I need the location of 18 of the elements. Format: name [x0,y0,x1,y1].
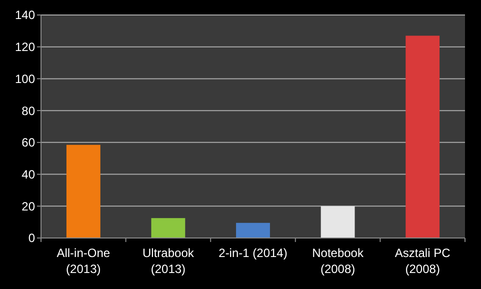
x-tick-label: All-in-One (2013) [56,246,110,276]
y-tick-label: 100 [14,72,36,86]
y-tick-label: 140 [14,8,36,22]
y-tick-label: 0 [28,231,36,246]
x-tick-label: 2-in-1 (2014) [218,246,288,260]
y-tick-label: 40 [22,167,36,182]
x-tick-label: Notebook (2008) [312,246,364,276]
bar [236,222,270,238]
y-tick-label: 60 [22,136,36,150]
x-tick-label: Asztali PC (2008) [394,246,451,276]
y-tick-label: 120 [14,40,36,54]
bar [320,206,355,238]
bar [151,218,186,238]
x-tick-label: Ultrabook (2013) [142,246,195,276]
y-tick-label: 20 [22,199,36,214]
bar [406,36,440,238]
y-tick-label: 80 [22,104,36,118]
bar [66,144,100,238]
